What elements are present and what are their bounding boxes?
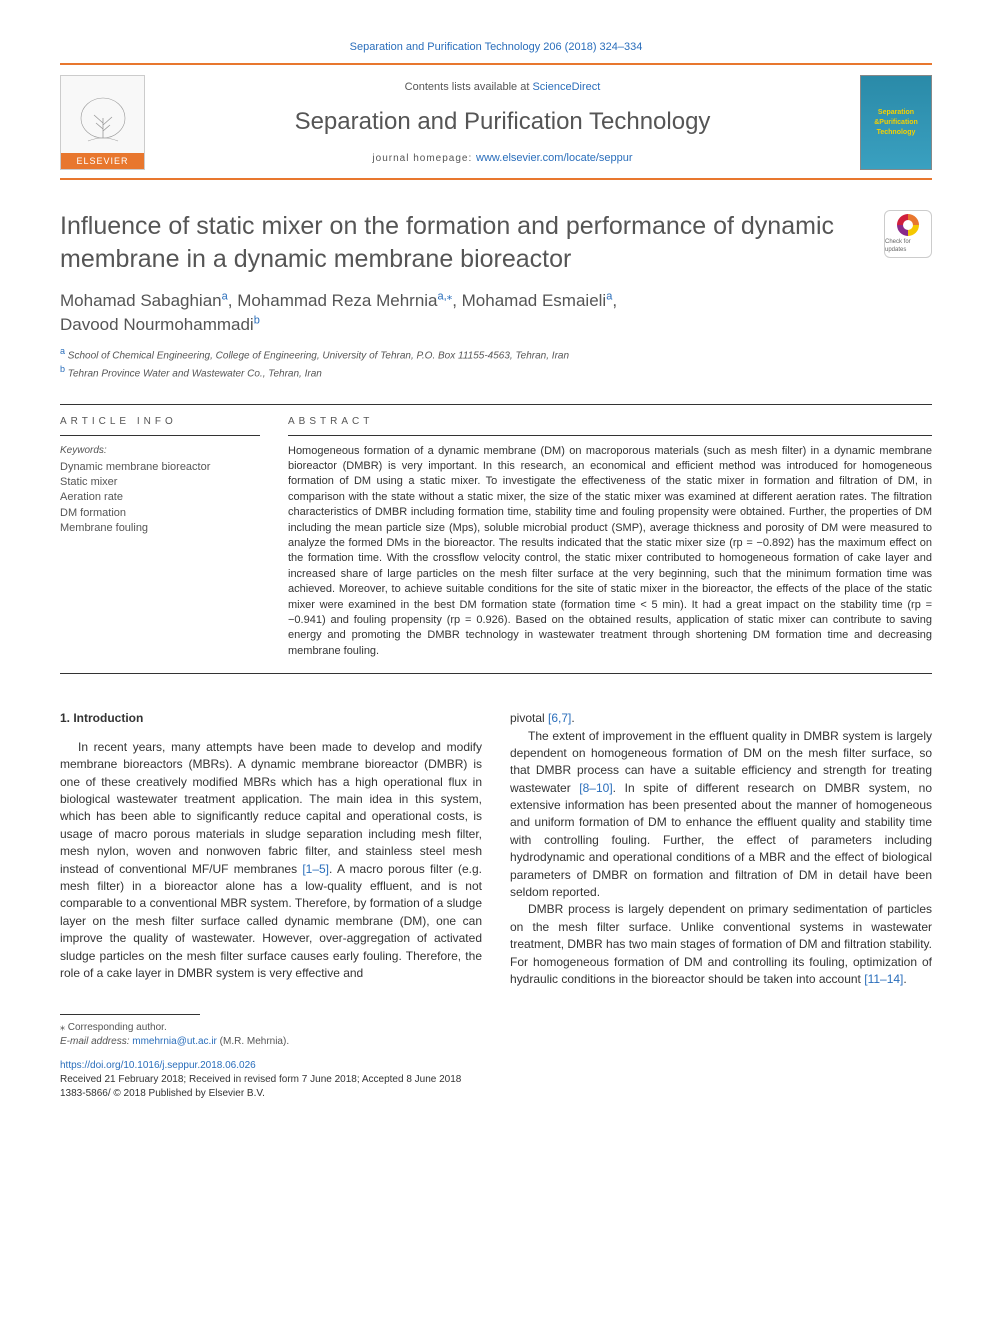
- check-updates-label: Check for updates: [885, 238, 931, 255]
- keywords-label: Keywords:: [60, 444, 260, 458]
- issn-copyright: 1383-5866/ © 2018 Published by Elsevier …: [60, 1087, 932, 1101]
- cover-line3: Technology: [877, 128, 916, 138]
- journal-cover-thumbnail[interactable]: Separation &Purification Technology: [860, 75, 932, 170]
- homepage-prefix: journal homepage:: [372, 153, 476, 164]
- check-updates-badge[interactable]: Check for updates: [884, 210, 932, 258]
- corresponding-author-label: ⁎ Corresponding author.: [60, 1021, 932, 1035]
- elsevier-logo[interactable]: ELSEVIER: [60, 75, 145, 170]
- cite-6-7[interactable]: [6,7]: [548, 711, 571, 725]
- keyword-4: DM formation: [60, 506, 260, 521]
- intro-p1-b: . A macro porous filter (e.g. mesh filte…: [60, 862, 482, 980]
- author-3-comma: ,: [612, 291, 617, 310]
- body-column-left: 1. Introduction In recent years, many at…: [60, 710, 482, 988]
- contents-prefix: Contents lists available at: [405, 81, 533, 93]
- intro-para-1-cont: pivotal [6,7].: [510, 710, 932, 727]
- article-info-column: ARTICLE INFO Keywords: Dynamic membrane …: [60, 405, 260, 659]
- doi-block: https://doi.org/10.1016/j.seppur.2018.06…: [60, 1059, 932, 1101]
- divider-abstract-bottom: [60, 673, 932, 674]
- affil-sup-b[interactable]: b: [254, 315, 260, 327]
- intro-para-1: In recent years, many attempts have been…: [60, 739, 482, 982]
- article-info-heading: ARTICLE INFO: [60, 405, 260, 436]
- author-3-pre: , Mohamad Esmaieli: [452, 291, 606, 310]
- sciencedirect-link[interactable]: ScienceDirect: [532, 81, 600, 93]
- body-column-right: pivotal [6,7]. The extent of improvement…: [510, 710, 932, 988]
- cite-8-10[interactable]: [8–10]: [579, 781, 612, 795]
- header-center: Contents lists available at ScienceDirec…: [157, 75, 848, 170]
- journal-name: Separation and Purification Technology: [157, 105, 848, 139]
- doi-link[interactable]: https://doi.org/10.1016/j.seppur.2018.06…: [60, 1059, 932, 1073]
- authors: Mohamad Sabaghiana, Mohammad Reza Mehrni…: [60, 289, 932, 337]
- keyword-3: Aeration rate: [60, 490, 260, 505]
- cite-11-14[interactable]: [11–14]: [864, 972, 903, 986]
- footer-divider: [60, 1014, 200, 1015]
- author-2-pre: , Mohammad Reza Mehrnia: [228, 291, 438, 310]
- col2-p1-b: .: [571, 711, 574, 725]
- author-1: Mohamad Sabaghian: [60, 291, 222, 310]
- affiliations: a School of Chemical Engineering, Colleg…: [60, 345, 932, 382]
- email-label: E-mail address:: [60, 1036, 132, 1047]
- intro-heading: 1. Introduction: [60, 710, 482, 727]
- received-dates: Received 21 February 2018; Received in r…: [60, 1073, 932, 1087]
- divider-bottom-orange: [60, 178, 932, 180]
- intro-para-2: The extent of improvement in the effluen…: [510, 728, 932, 902]
- cover-line2: &Purification: [874, 118, 918, 128]
- article-title: Influence of static mixer on the formati…: [60, 210, 864, 275]
- keyword-5: Membrane fouling: [60, 521, 260, 536]
- keyword-2: Static mixer: [60, 475, 260, 490]
- affil-marker-a: a: [60, 346, 65, 356]
- email-suffix: (M.R. Mehrnia).: [217, 1036, 289, 1047]
- cite-1-5[interactable]: [1–5]: [302, 862, 329, 876]
- body-columns: 1. Introduction In recent years, many at…: [60, 710, 932, 988]
- abstract-column: ABSTRACT Homogeneous formation of a dyna…: [288, 405, 932, 659]
- abstract-text: Homogeneous formation of a dynamic membr…: [288, 444, 932, 659]
- affiliation-a: School of Chemical Engineering, College …: [68, 350, 569, 361]
- divider-top-orange: [60, 63, 932, 65]
- elsevier-label: ELSEVIER: [61, 153, 144, 170]
- affil-marker-b: b: [60, 364, 65, 374]
- corresponding-email[interactable]: mmehrnia@ut.ac.ir: [132, 1036, 217, 1047]
- author-4: Davood Nourmohammadi: [60, 315, 254, 334]
- journal-header: ELSEVIER Contents lists available at Sci…: [60, 75, 932, 170]
- col2-p2-b: . In spite of different research on DMBR…: [510, 781, 932, 899]
- contents-available: Contents lists available at ScienceDirec…: [157, 80, 848, 95]
- col2-p3-b: .: [903, 972, 906, 986]
- col2-p1-a: pivotal: [510, 711, 548, 725]
- affil-sup-a2[interactable]: a,: [438, 291, 447, 303]
- intro-p1-a: In recent years, many attempts have been…: [60, 740, 482, 876]
- journal-homepage: journal homepage: www.elsevier.com/locat…: [157, 151, 848, 166]
- crossmark-icon: [897, 214, 919, 236]
- elsevier-tree-icon: [68, 93, 138, 153]
- abstract-heading: ABSTRACT: [288, 405, 932, 436]
- corresponding-note: ⁎ Corresponding author. E-mail address: …: [60, 1021, 932, 1049]
- intro-para-3: DMBR process is largely dependent on pri…: [510, 901, 932, 988]
- homepage-url[interactable]: www.elsevier.com/locate/seppur: [476, 152, 633, 164]
- top-citation[interactable]: Separation and Purification Technology 2…: [60, 40, 932, 55]
- affiliation-b: Tehran Province Water and Wastewater Co.…: [68, 369, 322, 380]
- keyword-1: Dynamic membrane bioreactor: [60, 460, 260, 475]
- cover-line1: Separation: [878, 108, 914, 118]
